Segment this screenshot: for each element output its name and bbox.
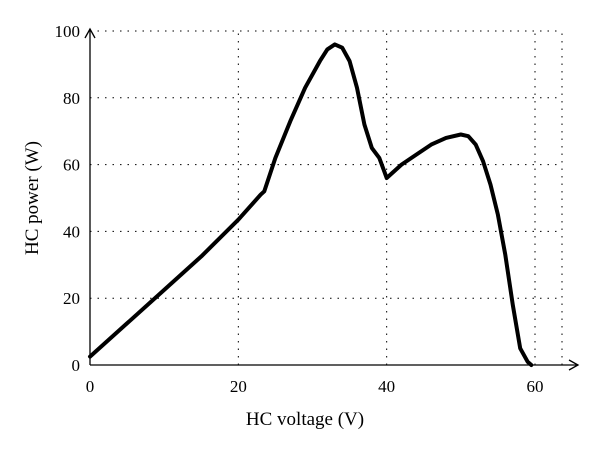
tick-labels: 0 20 40 60 0 20 40 60 80 100 — [55, 22, 544, 396]
y-tick-label: 40 — [63, 222, 80, 241]
y-tick-label: 100 — [55, 22, 81, 41]
x-tick-label: 20 — [230, 377, 247, 396]
x-axis-arrow — [568, 359, 580, 371]
axes — [84, 27, 580, 371]
x-tick-label: 0 — [86, 377, 95, 396]
power-curve-line — [88, 42, 534, 367]
y-tick-label: 80 — [63, 89, 80, 108]
y-tick-label: 60 — [63, 156, 80, 175]
y-tick-label: 0 — [72, 356, 81, 375]
x-tick-label: 60 — [527, 377, 544, 396]
y-tick-label: 20 — [63, 289, 80, 308]
series-layer — [88, 42, 534, 367]
y-axis-title: HC power (W) — [22, 141, 43, 255]
x-tick-label: 40 — [378, 377, 395, 396]
y-axis-arrow — [84, 27, 96, 39]
x-axis-title: HC voltage (V) — [246, 409, 364, 430]
grid-layer — [90, 30, 563, 365]
